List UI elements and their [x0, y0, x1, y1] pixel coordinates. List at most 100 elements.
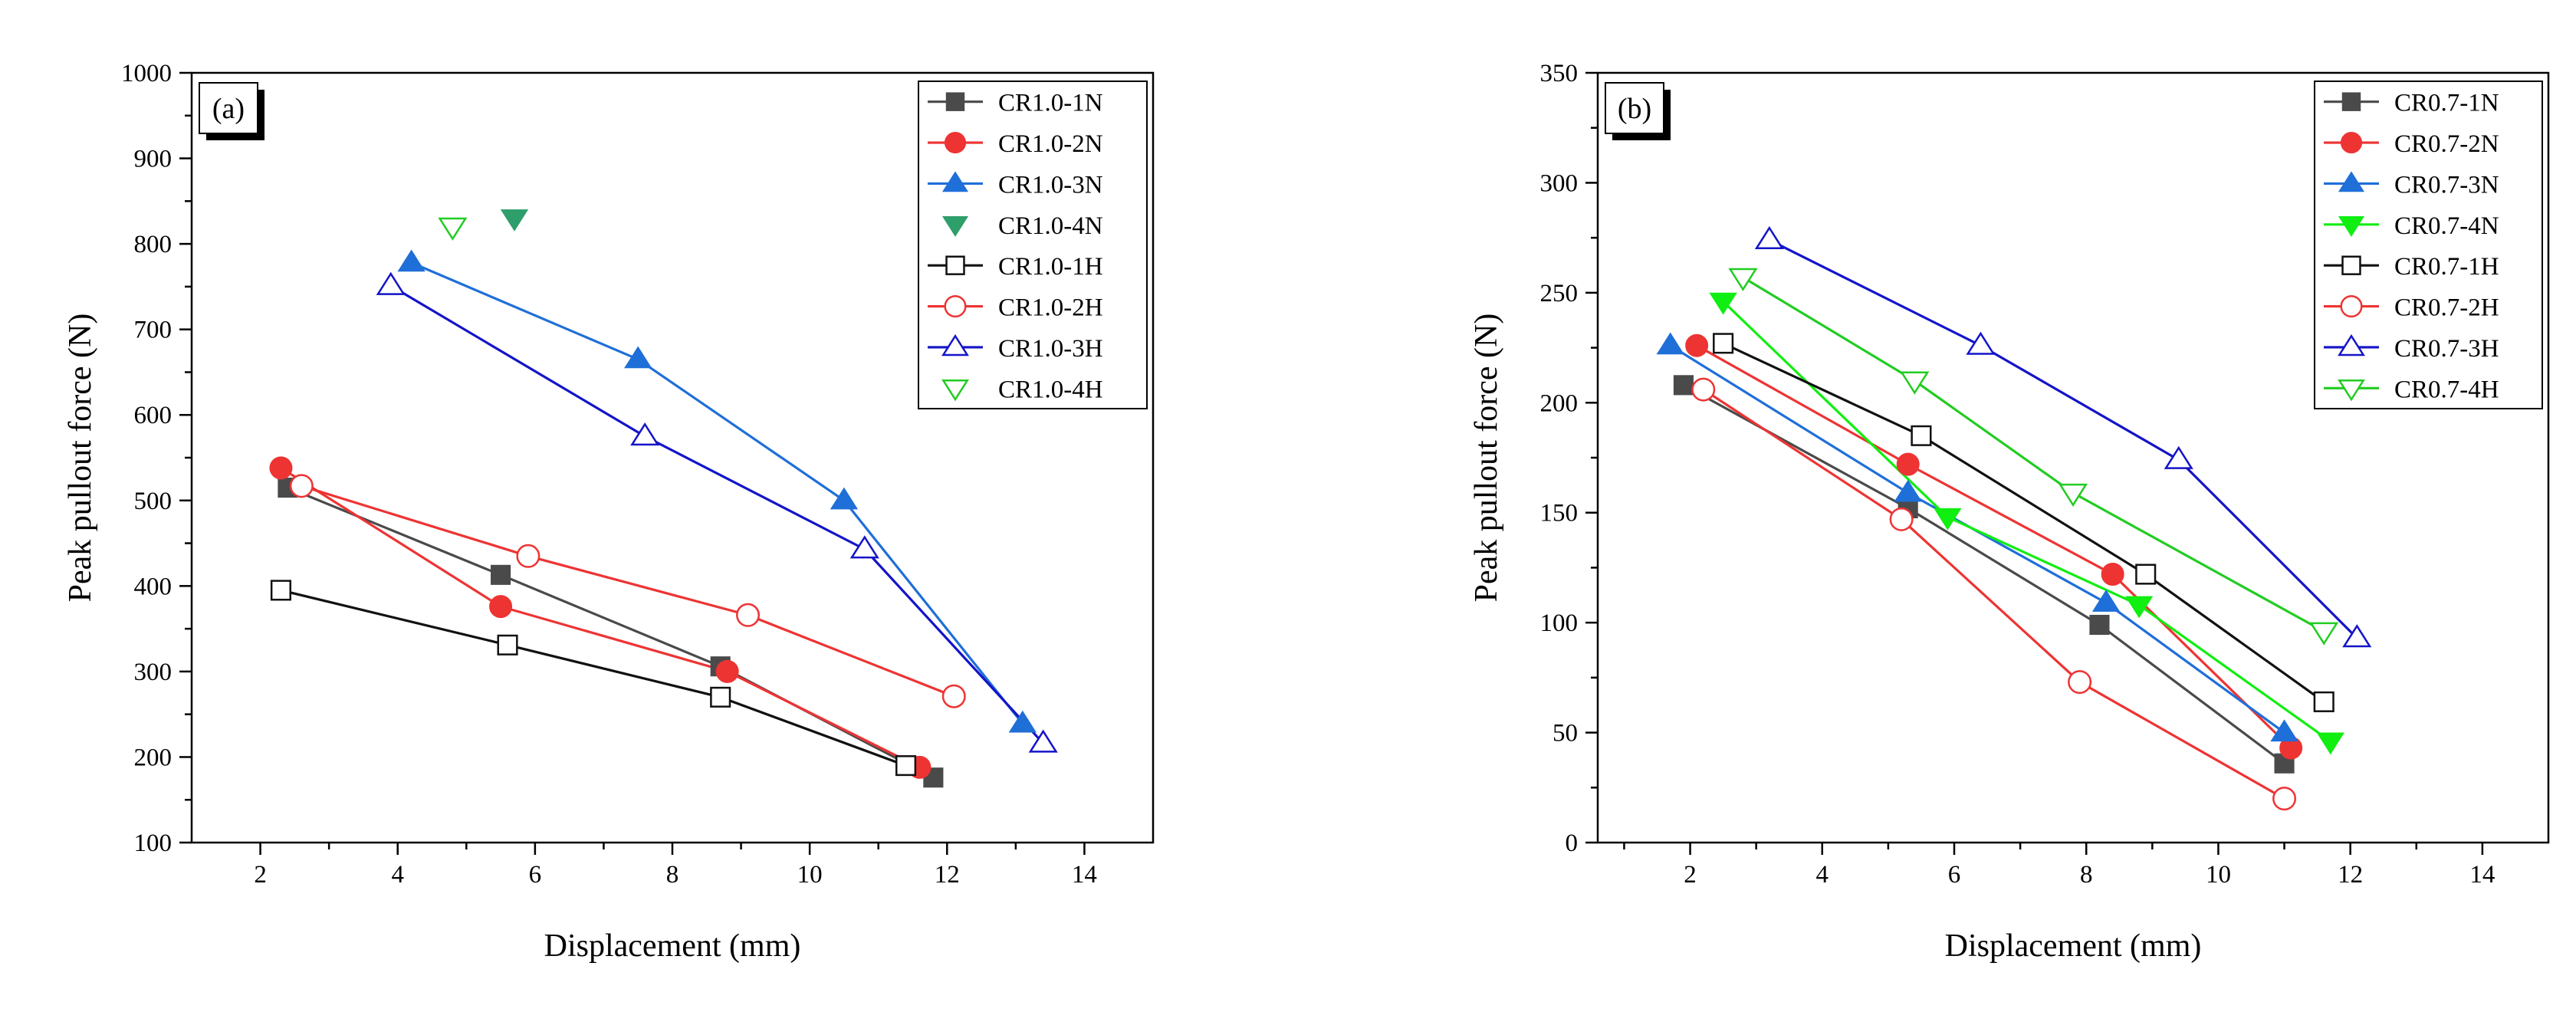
- data-point: [2164, 445, 2193, 469]
- series-line: [301, 485, 955, 698]
- legend-marker: [944, 132, 967, 154]
- data-point: [1008, 710, 1037, 733]
- legend-marker: [944, 295, 967, 318]
- y-tick-label: 100: [1540, 610, 1579, 637]
- data-point: [1900, 371, 1930, 395]
- data-point: [489, 595, 513, 619]
- y-tick-label: 100: [134, 830, 172, 857]
- data-point: [1673, 375, 1694, 396]
- y-tick-label: 350: [1540, 60, 1579, 87]
- x-tick-label: 12: [935, 861, 960, 889]
- legend-label: CR0.7-2N: [2394, 130, 2499, 158]
- legend-marker: [2338, 379, 2365, 402]
- legend-marker: [941, 171, 969, 192]
- data-point: [630, 422, 660, 446]
- data-point: [376, 271, 406, 295]
- y-tick-label: 300: [134, 659, 172, 686]
- data-point: [2124, 596, 2154, 619]
- data-point: [1934, 508, 1962, 531]
- y-tick-label: 200: [134, 744, 172, 771]
- data-point: [710, 686, 731, 708]
- y-tick-label: 800: [134, 231, 172, 258]
- panel-label: (a): [212, 93, 245, 125]
- y-tick-label: 400: [134, 573, 172, 600]
- chart-panel-a: 2 4 6 8 10 12 14 100 200 300 400 500 600 700 800 900 100…: [63, 60, 1155, 964]
- x-tick-label: 4: [391, 861, 404, 889]
- data-point: [1691, 377, 1716, 402]
- panel-label-frame: [199, 82, 258, 134]
- data-point: [2089, 614, 2110, 636]
- panel-label-box-a: (a): [199, 82, 264, 140]
- legend-label: CR0.7-1N: [2394, 90, 2499, 117]
- series-line: [411, 261, 1024, 724]
- data-point: [715, 659, 739, 683]
- data-point: [2270, 719, 2298, 742]
- series-line: [1683, 383, 2285, 765]
- series-line: [1722, 301, 2331, 743]
- data-point: [2316, 732, 2344, 755]
- legend-a: CR1.0-1N CR1.0-2N CR1.0-3N CR1.0-4N CR1.0-1H…: [918, 80, 1148, 409]
- data-point: [2135, 564, 2157, 585]
- data-point: [1713, 333, 1734, 354]
- x-tick-label: 10: [797, 861, 823, 889]
- series-line: [281, 589, 907, 767]
- data-point: [895, 755, 917, 777]
- data-point: [1685, 334, 1709, 357]
- panel-label-box-b: (b): [1605, 82, 1671, 140]
- legend-label: CR1.0-2H: [998, 294, 1103, 322]
- legend-marker: [2338, 171, 2365, 192]
- legend-label: CR0.7-4H: [2394, 376, 2499, 403]
- data-point: [397, 249, 426, 272]
- data-point: [849, 535, 879, 559]
- y-tick-label: 200: [1540, 389, 1579, 417]
- legend-label: CR1.0-3N: [998, 171, 1103, 199]
- legend-label: CR1.0-4H: [998, 376, 1103, 403]
- series-line: [1702, 388, 2285, 800]
- data-point: [1028, 729, 1058, 753]
- data-point: [1896, 452, 1920, 476]
- data-point: [289, 474, 314, 498]
- y-tick-label: 500: [134, 488, 172, 515]
- data-point: [270, 580, 291, 601]
- x-tick-label: 14: [1072, 861, 1097, 889]
- y-tick-label: 0: [1566, 830, 1579, 857]
- data-point: [2342, 624, 2372, 648]
- legend-marker: [2341, 255, 2361, 275]
- y-tick-label: 50: [1552, 720, 1578, 748]
- data-point: [830, 487, 859, 510]
- data-point: [1656, 332, 1684, 355]
- y-tick-label: 300: [1540, 169, 1579, 197]
- legend-label: CR0.7-3N: [2394, 171, 2499, 199]
- data-point: [2313, 691, 2334, 712]
- data-point: [1728, 268, 1758, 291]
- y-axis-label: Peak pullout force (N): [63, 314, 98, 603]
- legend-marker: [2340, 132, 2363, 154]
- series-line: [1722, 342, 2325, 703]
- legend-marker: [2338, 334, 2365, 356]
- legend-label: CR0.7-3H: [2394, 335, 2499, 363]
- legend-marker: [941, 215, 969, 237]
- panel-label: (b): [1618, 93, 1651, 125]
- legend-label: CR1.0-3H: [998, 335, 1103, 363]
- data-point: [2272, 787, 2297, 811]
- data-point: [941, 684, 966, 708]
- series-line: [1669, 344, 2285, 734]
- legend-label: CR1.0-2N: [998, 130, 1103, 158]
- data-point: [2309, 622, 2339, 646]
- y-tick-label: 900: [134, 146, 172, 173]
- data-point: [2101, 563, 2124, 586]
- x-tick-label: 6: [1948, 861, 1961, 889]
- legend-label: CR0.7-4N: [2394, 212, 2499, 240]
- y-tick-label: 700: [134, 317, 172, 344]
- y-tick-label: 150: [1540, 500, 1579, 527]
- x-axis-label: Displacement (mm): [1945, 928, 2202, 964]
- x-tick-label: 2: [1684, 861, 1697, 889]
- legend-label: CR1.0-4N: [998, 212, 1103, 240]
- series-line: [1769, 238, 2358, 639]
- y-tick-label: 1000: [121, 60, 172, 87]
- plot-area-a: 2 4 6 8 10 12 14 100 200 300 400 500 600 700 800 900 100…: [121, 60, 1155, 889]
- data-point: [1911, 425, 1932, 446]
- x-tick-label: 8: [2080, 861, 2093, 889]
